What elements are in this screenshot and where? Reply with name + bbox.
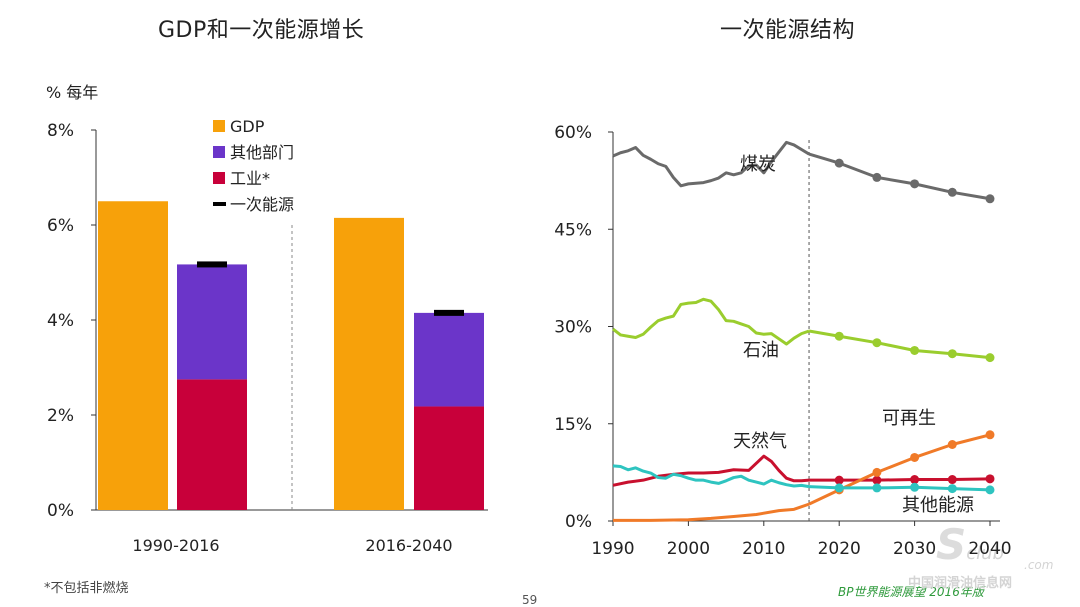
bar-gdp [98,201,168,510]
series-point [985,430,995,440]
series-point [872,467,882,477]
series-point [872,475,882,485]
series-point [947,349,957,359]
line-chart: 0% 15% 30% 45% 60% 1990 2000 2010 2020 2030 2040 煤… [554,123,1011,559]
legend-swatch [213,202,226,206]
series-line-historical [612,140,810,188]
line-y-tick-label: 60% [554,123,592,143]
bar-group-label: 2016-2040 [365,536,452,555]
series-point [947,439,957,449]
legend-label: 其他部门 [230,143,294,162]
series-label: 天然气 [733,431,787,452]
bar-gdp [334,217,404,510]
series-point [834,475,844,485]
line-y-tick-label: 15% [554,415,592,435]
line-y-tick-label: 45% [554,220,592,240]
series-point [834,483,844,493]
series-point [872,338,882,348]
legend-label: 一次能源 [230,195,294,214]
watermark-logo: S [936,520,967,569]
bar-primary-energy-marker [197,261,227,268]
legend-label: 工业* [230,169,270,188]
series-point [947,484,957,494]
series-line-projection [808,433,991,506]
series-point [910,482,920,492]
series-point [834,158,844,168]
series-point [985,194,995,204]
legend-swatch [213,146,225,158]
line-y-tick-label: 0% [565,512,592,532]
series-point [872,483,882,493]
bar-other-sectors [414,312,484,407]
bar-y-tick-label: 6% [47,216,74,236]
line-x-tick-label: 2040 [968,539,1011,559]
line-x-tick-label: 2000 [667,539,710,559]
footnote: *不包括非燃烧 [44,581,129,596]
source-label: BP世界能源展望 2016年版 [838,585,984,599]
page-number: 59 [522,593,538,607]
bar-chart: 0% 2% 4% 6% 8% 1990-2016 2016-2040 GDP 其他部门工业*… [47,117,488,555]
bar-y-tick-label: 4% [47,311,74,331]
bar-y-tick-label: 2% [47,406,74,426]
series-point [985,353,995,363]
line-x-tick-label: 2030 [893,539,936,559]
bar-other-sectors [177,264,247,380]
series-line-historical [612,464,810,489]
series-point [947,187,957,197]
watermark-text: 中国润滑油信息网 [908,576,1013,591]
line-x-tick-label: 2010 [742,539,785,559]
series-line-historical [612,297,810,346]
bar-primary-energy-marker [434,309,464,316]
series-point [910,452,920,462]
watermark: Sclub .com [936,520,1053,572]
bar-group-label: 1990-2016 [132,536,219,555]
right-chart-title: 一次能源结构 [720,18,856,43]
series-point [834,331,844,341]
bar-y-tick-label: 0% [47,501,74,521]
series-label: 可再生 [882,408,936,429]
watermark-domain: .com [1024,558,1054,572]
line-y-tick-label: 30% [554,318,592,338]
legend-swatch [213,172,225,184]
left-chart-unit-label: % 每年 [46,83,99,102]
series-label: 其他能源 [902,495,974,516]
line-x-tick-label: 2020 [818,539,861,559]
series-line-historical [613,502,810,522]
bar-industry [414,406,484,510]
series-point [910,179,920,189]
series-line-projection [808,152,991,201]
series-point [947,475,957,485]
series-point [985,485,995,495]
series-point [872,172,882,182]
series-label: 石油 [743,340,779,361]
series-line-projection [808,329,991,360]
bar-industry [177,379,247,510]
series-line-projection [808,485,991,492]
series-point [985,474,995,484]
legend-swatch [213,120,225,132]
left-chart-title: GDP和一次能源增长 [158,18,365,43]
series-label: 煤炭 [740,154,776,175]
watermark-logo-suffix: club [966,543,1004,564]
series-point [910,345,920,355]
line-x-tick-label: 1990 [591,539,634,559]
legend-label: GDP [230,117,265,136]
bar-y-tick-label: 8% [47,121,74,141]
series-line-projection [809,477,991,482]
series-point [910,475,920,485]
